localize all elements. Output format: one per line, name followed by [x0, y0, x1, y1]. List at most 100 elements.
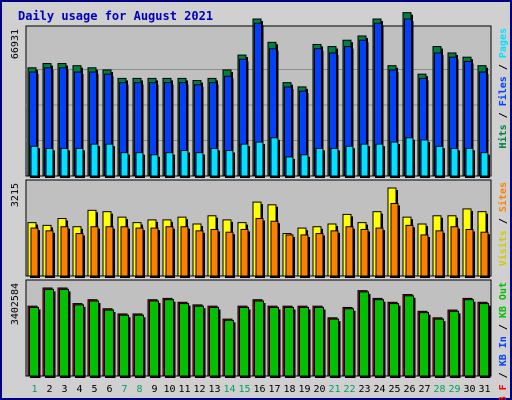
bar-pages-day-22 — [345, 145, 354, 177]
bar-pages-day-14 — [225, 150, 234, 177]
bar-pages-day-7 — [120, 152, 129, 177]
bar-pages-day-13 — [210, 147, 219, 177]
bar-pages-day-12 — [195, 152, 204, 177]
bar-pages-day-27 — [420, 139, 429, 177]
panel-hits-files-pages: 66931 Hits / Files / Pages — [10, 12, 509, 179]
bar-sites-day-5 — [90, 226, 99, 277]
y-tick-label-hits-files-pages: 66931 — [10, 29, 21, 59]
bar-pages-day-3 — [60, 147, 69, 177]
bar-kbout-day-2 — [44, 288, 54, 377]
x-tick-label-day-14: 14 — [223, 384, 235, 395]
bar-sites-day-30 — [465, 228, 474, 277]
bar-sites-day-18 — [285, 234, 294, 277]
bar-kbout-day-8 — [134, 314, 144, 377]
bar-pages-day-29 — [450, 147, 459, 177]
legend-item: / — [498, 106, 509, 124]
bar-sites-day-2 — [45, 230, 54, 277]
bar-kbout-day-5 — [89, 300, 99, 377]
bar-sites-day-25 — [390, 202, 399, 277]
bar-sites-day-12 — [195, 230, 204, 277]
x-tick-label-day-21: 21 — [328, 384, 340, 395]
bar-kbout-day-30 — [464, 299, 474, 377]
bar-sites-day-31 — [480, 231, 489, 277]
x-tick-label-day-25: 25 — [388, 384, 400, 395]
bar-pages-day-20 — [315, 147, 324, 177]
bar-kbout-day-15 — [239, 306, 249, 377]
bar-pages-day-2 — [45, 147, 54, 177]
bar-kbout-day-23 — [359, 291, 369, 377]
legend-item: KB F — [498, 384, 509, 400]
legend-item: KB Out — [498, 282, 509, 318]
bar-pages-day-18 — [285, 156, 294, 177]
bar-pages-day-26 — [405, 137, 414, 177]
bar-sites-day-6 — [105, 226, 114, 277]
x-tick-label-day-22: 22 — [343, 384, 355, 395]
x-tick-label-day-19: 19 — [298, 384, 310, 395]
bar-pages-day-23 — [360, 143, 369, 177]
bar-sites-day-15 — [240, 228, 249, 277]
bar-sites-day-14 — [225, 231, 234, 277]
bar-pages-day-30 — [465, 147, 474, 177]
bar-sites-day-7 — [120, 226, 129, 277]
bar-sites-day-22 — [345, 226, 354, 277]
panel-visits-sites: 3215 Visits / Sites — [10, 179, 509, 278]
x-tick-label-day-20: 20 — [313, 384, 325, 395]
bar-pages-day-31 — [480, 152, 489, 177]
bar-kbout-day-24 — [374, 299, 384, 377]
x-tick-label-day-24: 24 — [373, 384, 385, 395]
x-tick-label-day-11: 11 — [178, 384, 190, 395]
bar-pages-day-16 — [255, 141, 264, 177]
bar-sites-day-1 — [30, 227, 39, 277]
bar-sites-day-23 — [360, 228, 369, 277]
bar-sites-day-19 — [300, 234, 309, 277]
x-tick-label-day-3: 3 — [61, 384, 67, 395]
bar-kbout-day-31 — [479, 303, 489, 377]
legend-item: Files — [497, 76, 509, 106]
bar-sites-day-8 — [135, 227, 144, 277]
bar-sites-day-17 — [270, 220, 279, 277]
bar-kbout-day-21 — [329, 318, 339, 377]
bar-kbout-day-4 — [74, 304, 84, 377]
x-tick-label-day-30: 30 — [463, 384, 475, 395]
x-tick-label-day-2: 2 — [46, 384, 52, 395]
bar-kbout-day-1 — [29, 306, 39, 377]
x-tick-label-day-31: 31 — [478, 384, 490, 395]
bar-sites-day-28 — [435, 230, 444, 277]
bar-kbout-day-19 — [299, 306, 309, 377]
bar-pages-day-10 — [165, 152, 174, 177]
bar-pages-day-21 — [330, 147, 339, 177]
bar-kbout-day-10 — [164, 299, 174, 377]
bar-kbout-day-22 — [344, 308, 354, 377]
bar-pages-day-4 — [75, 147, 84, 177]
bar-pages-day-8 — [135, 152, 144, 177]
bar-kbout-day-29 — [449, 310, 459, 377]
bar-kbout-day-7 — [119, 314, 129, 377]
x-tick-label-day-8: 8 — [136, 384, 142, 395]
bar-sites-day-29 — [450, 226, 459, 277]
bar-sites-day-26 — [405, 224, 414, 277]
bar-kbout-day-3 — [59, 288, 69, 377]
bar-pages-day-11 — [180, 150, 189, 177]
bar-sites-day-24 — [375, 227, 384, 277]
bar-pages-day-5 — [90, 143, 99, 177]
bar-sites-day-9 — [150, 227, 159, 277]
x-tick-label-day-1: 1 — [31, 384, 37, 395]
x-tick-label-day-28: 28 — [433, 384, 445, 395]
bar-kbout-day-27 — [419, 312, 429, 377]
bar-pages-day-24 — [375, 143, 384, 177]
legend-item: KB In — [498, 336, 509, 366]
bar-pages-day-6 — [105, 143, 114, 177]
legend-item: / — [498, 318, 509, 336]
legend-item: Sites — [497, 182, 509, 212]
bar-pages-day-9 — [150, 154, 159, 177]
bar-sites-day-13 — [210, 228, 219, 277]
bar-pages-day-25 — [390, 141, 399, 177]
x-tick-label-day-9: 9 — [151, 384, 157, 395]
x-tick-label-day-5: 5 — [91, 384, 97, 395]
bar-sites-day-4 — [75, 233, 84, 277]
bar-kbout-day-16 — [254, 300, 264, 377]
x-tick-label-day-13: 13 — [208, 384, 220, 395]
bar-kbout-day-17 — [269, 306, 279, 377]
